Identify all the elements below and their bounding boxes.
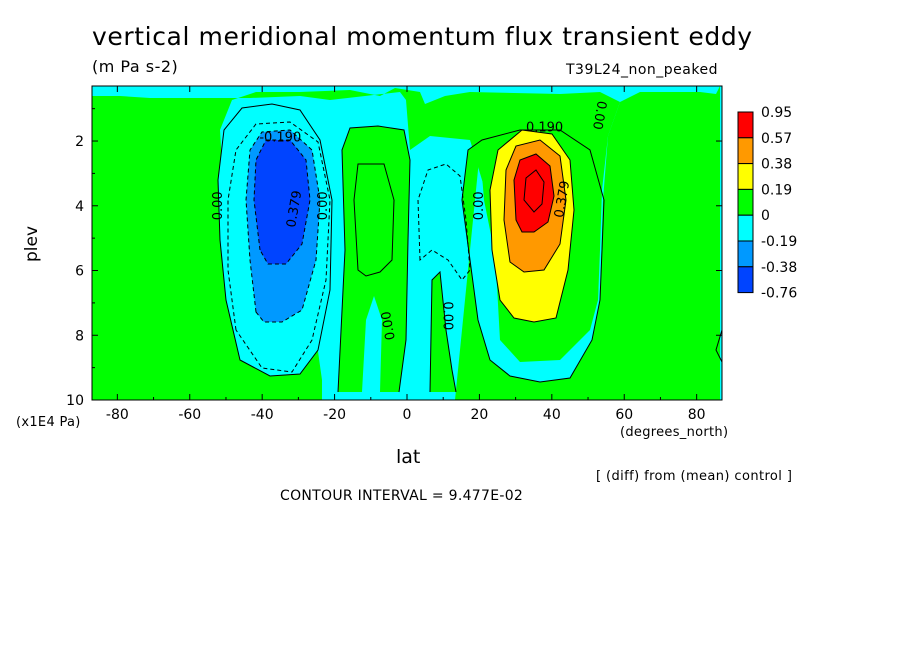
y-tick-label-4: 10 bbox=[66, 393, 84, 409]
contour-pos-1 bbox=[489, 129, 575, 323]
contour-label-4: 0.00 bbox=[379, 310, 399, 341]
legend-label-2: 0.38 bbox=[761, 157, 792, 173]
contour-label-9: 0.00 bbox=[589, 100, 609, 131]
field-positive-right-column bbox=[430, 272, 456, 392]
legend-label-0: 0.95 bbox=[761, 105, 792, 121]
contour-label-3: 0.00 bbox=[316, 191, 331, 220]
y-tick-label-0: 2 bbox=[75, 134, 84, 150]
contour-pos-inner bbox=[353, 163, 395, 277]
x-tick-label-5: 20 bbox=[470, 407, 488, 423]
y-tick-label-2: 6 bbox=[75, 264, 84, 280]
x-axis-label: lat bbox=[396, 446, 421, 468]
legend-swatch-5 bbox=[737, 240, 754, 268]
contour-label-6: 0.00 bbox=[472, 191, 487, 220]
legend-label-6: -0.38 bbox=[761, 260, 797, 276]
legend-swatch-6 bbox=[737, 266, 754, 294]
chart-units: (m Pa s-2) bbox=[92, 57, 179, 76]
x-tick-label-0: -80 bbox=[106, 407, 129, 423]
contour-neg-2 bbox=[245, 129, 321, 323]
x-axis-units: (degrees_north) bbox=[620, 425, 729, 440]
contour-interval: CONTOUR INTERVAL = 9.477E-02 bbox=[280, 488, 524, 504]
axes: -80 -60 -40 -20 0 20 40 60 80 2 4 6 8 10 bbox=[66, 86, 722, 423]
y-tick-label-1: 4 bbox=[75, 199, 84, 215]
contour-zero-central bbox=[337, 125, 411, 393]
color-legend: 0.95 0.57 0.38 0.19 0 -0.19 -0.38 -0.76 bbox=[737, 105, 797, 302]
legend-label-4: 0 bbox=[761, 208, 770, 224]
x-tick-label-3: -20 bbox=[323, 407, 346, 423]
x-tick-label-2: -40 bbox=[251, 407, 274, 423]
contour-edge-right bbox=[715, 329, 722, 363]
y-axis-units: (x1E4 Pa) bbox=[16, 415, 81, 430]
contour-neg-1 bbox=[227, 121, 331, 373]
y-tick-label-3: 8 bbox=[75, 328, 84, 344]
x-tick-label-8: 80 bbox=[688, 407, 706, 423]
contour-pos-3 bbox=[513, 153, 555, 233]
contour-neg-inner bbox=[417, 163, 471, 281]
contour-pos-2 bbox=[503, 139, 567, 273]
contour-label-5: 0.00 bbox=[439, 301, 454, 330]
legend-swatch-3 bbox=[737, 188, 754, 216]
contour-label-8: 0.379 bbox=[552, 180, 573, 219]
difference-note: [ (diff) from (mean) control ] bbox=[596, 469, 793, 484]
legend-label-7: -0.76 bbox=[761, 286, 797, 302]
contour-label-2: 0.00 bbox=[211, 191, 226, 220]
legend-swatch-2 bbox=[737, 163, 754, 190]
contour-labels: -0.190 0.379 0.00 0.00 0.00 0.00 0.00 0.190 0.37… bbox=[211, 100, 609, 342]
contour-zero-right bbox=[429, 270, 457, 393]
contour-label-1: 0.379 bbox=[284, 189, 305, 228]
x-tick-label-6: 40 bbox=[543, 407, 561, 423]
contour-zero-west bbox=[217, 103, 333, 377]
contour-neg-3 bbox=[253, 139, 311, 265]
x-tick-label-4: 0 bbox=[403, 407, 412, 423]
contour-pos-4 bbox=[523, 169, 545, 213]
field-positive-east-4 bbox=[514, 154, 554, 232]
x-tick-label-1: -60 bbox=[178, 407, 201, 423]
contour-fields bbox=[92, 86, 722, 400]
chart-title: vertical meridional momentum flux transi… bbox=[92, 22, 753, 51]
contour-label-7: 0.190 bbox=[526, 121, 563, 136]
case-label: T39L24_non_peaked bbox=[566, 62, 718, 78]
contour-zero-east bbox=[461, 129, 605, 383]
contour-label-0: -0.190 bbox=[259, 130, 301, 145]
legend-swatch-0 bbox=[737, 111, 754, 139]
legend-label-1: 0.57 bbox=[761, 131, 792, 147]
field-negative-west-3 bbox=[254, 140, 310, 264]
legend-label-5: -0.19 bbox=[761, 234, 797, 250]
legend-swatch-4 bbox=[737, 214, 754, 242]
legend-label-3: 0.19 bbox=[761, 182, 792, 198]
x-tick-label-7: 60 bbox=[615, 407, 633, 423]
legend-swatch-1 bbox=[737, 137, 754, 165]
